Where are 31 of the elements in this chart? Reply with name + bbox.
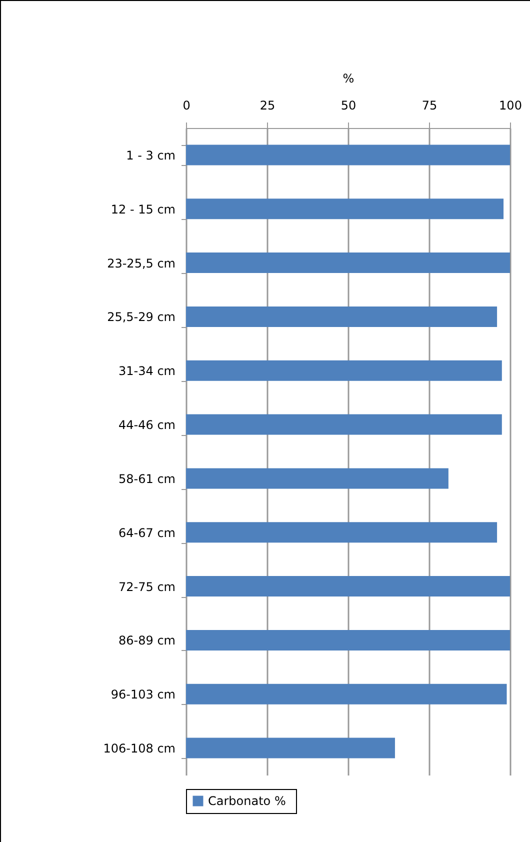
- y-tick-label: 31-34 cm: [118, 364, 176, 378]
- y-tick-label: 1 - 3 cm: [126, 148, 176, 162]
- bar: [186, 630, 510, 650]
- x-axis-title: %: [342, 72, 354, 86]
- bar: [186, 684, 507, 704]
- bar: [186, 468, 448, 489]
- y-tick-label: 86-89 cm: [118, 634, 176, 648]
- legend-label: Carbonato %: [208, 794, 286, 808]
- x-tick-label: 0: [182, 98, 190, 112]
- y-tick-label: 12 - 15 cm: [110, 202, 176, 216]
- x-tick-label: 50: [340, 98, 356, 112]
- bar: [186, 198, 504, 220]
- y-tick-label: 64-67 cm: [118, 526, 176, 540]
- x-tick-label: 100: [499, 98, 522, 112]
- bar: [186, 414, 502, 435]
- bar: [186, 522, 498, 543]
- y-tick-label: 44-46 cm: [118, 418, 176, 432]
- y-tick-label: 23-25,5 cm: [107, 256, 176, 270]
- bar: [186, 252, 510, 274]
- y-tick-label: 96-103 cm: [110, 688, 176, 702]
- y-tick-label: 25,5-29 cm: [107, 310, 176, 324]
- y-tick-label: 106-108 cm: [103, 742, 176, 756]
- bar: [186, 576, 510, 597]
- x-tick-label: 25: [260, 98, 276, 112]
- bar: [186, 738, 395, 758]
- bar: [186, 144, 510, 166]
- y-tick-label: 72-75 cm: [118, 580, 176, 594]
- y-tick-label: 58-61 cm: [118, 472, 176, 486]
- bar: [186, 360, 502, 381]
- bar: [186, 306, 498, 327]
- x-tick-label: 75: [422, 98, 438, 112]
